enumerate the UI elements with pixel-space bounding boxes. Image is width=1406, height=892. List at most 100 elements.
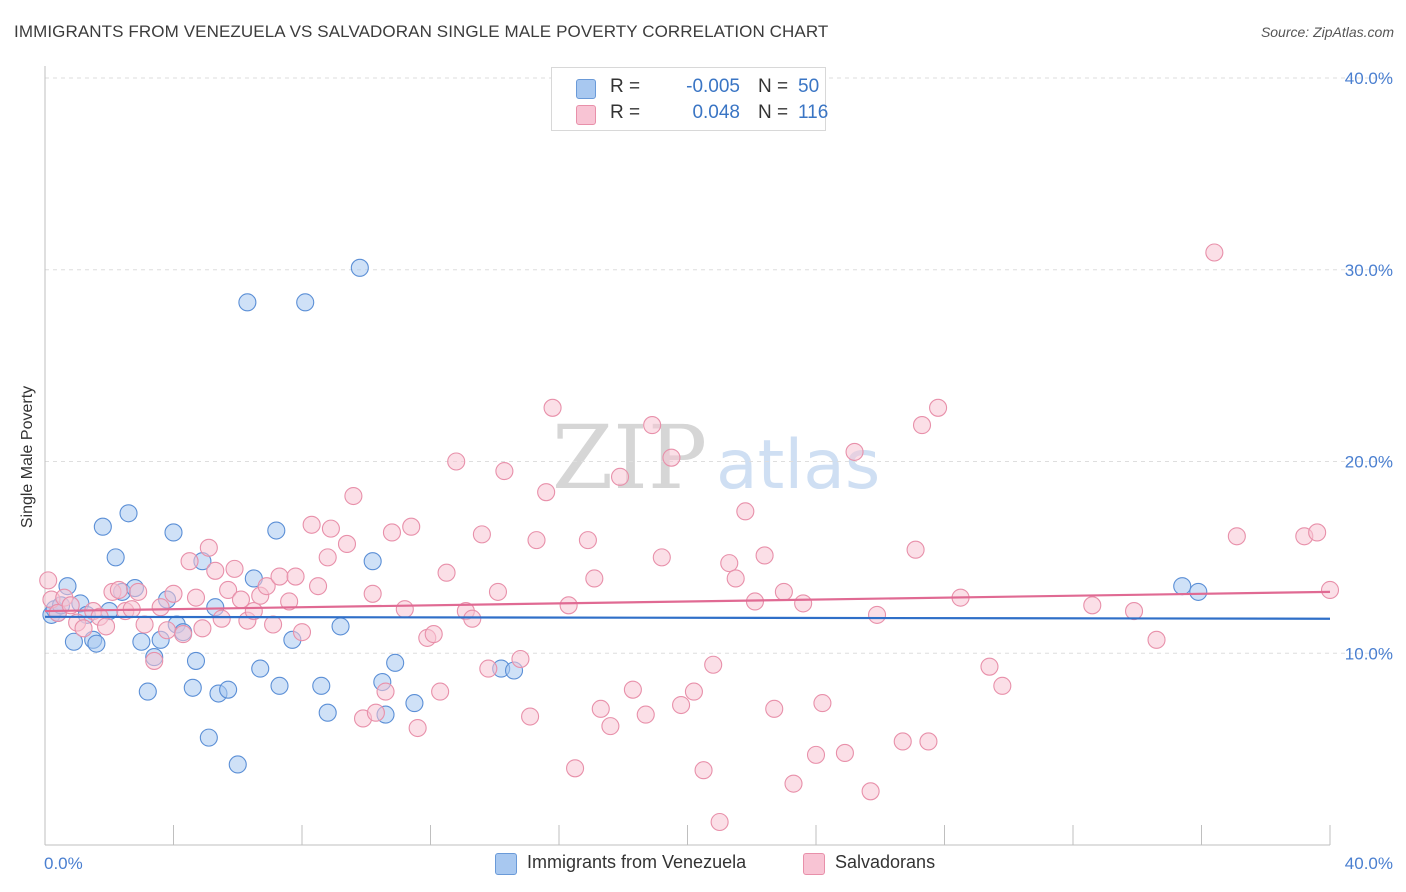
salvadoran-point bbox=[286, 567, 305, 586]
salvadoran-point bbox=[704, 655, 723, 674]
salvadoran-point bbox=[270, 567, 289, 586]
salvadoran-point bbox=[720, 554, 739, 573]
venezuela-point bbox=[106, 548, 125, 567]
salvadoran-point bbox=[527, 531, 546, 550]
salvadoran-point bbox=[321, 519, 340, 538]
venezuela-point bbox=[119, 504, 138, 523]
salvadoran-point bbox=[109, 580, 128, 600]
x-tick-label: 40.0% bbox=[1345, 854, 1393, 873]
series-venezuela-points bbox=[42, 258, 1208, 774]
venezuela-point bbox=[312, 676, 331, 695]
venezuela-point bbox=[267, 521, 286, 540]
venezuela-point bbox=[219, 680, 238, 699]
venezuela-point bbox=[331, 617, 350, 636]
series-legend: Immigrants from Venezuela Salvadorans bbox=[0, 852, 1406, 876]
source-note: Source: ZipAtlas.com bbox=[1260, 24, 1394, 40]
salvadoran-point bbox=[402, 517, 421, 536]
y-tick-label: 40.0% bbox=[1345, 69, 1393, 88]
venezuela-point bbox=[1173, 577, 1192, 596]
salvadoran-point bbox=[135, 615, 154, 634]
venezuela-point bbox=[132, 632, 151, 651]
axes bbox=[44, 66, 1331, 846]
salvadoran-point bbox=[684, 682, 703, 701]
salvadoran-point bbox=[652, 548, 671, 567]
salvadoran-point bbox=[537, 483, 556, 502]
correlation-legend: R = -0.005 N = 50 R = 0.048 N = 116 bbox=[551, 67, 829, 131]
venezuela-point bbox=[138, 682, 157, 701]
venezuela-point bbox=[183, 678, 202, 697]
salvadoran-point bbox=[906, 540, 925, 559]
salvadoran-point bbox=[302, 515, 321, 534]
salvadoran-point bbox=[408, 718, 427, 738]
salvadoran-point bbox=[264, 615, 283, 634]
salvadoran-point bbox=[164, 584, 183, 603]
salvadoran-point bbox=[566, 759, 585, 778]
salvadoran-point bbox=[861, 782, 880, 801]
salvadoran-point bbox=[601, 717, 620, 736]
legend-n-label: N = bbox=[758, 76, 789, 97]
salvadoran-point bbox=[96, 617, 116, 636]
y-tick-label: 10.0% bbox=[1345, 644, 1393, 663]
legend-swatch-venezuela bbox=[495, 853, 517, 875]
salvadoran-point bbox=[919, 732, 938, 751]
salvadoran-point bbox=[1147, 630, 1166, 649]
salvadoran-point bbox=[755, 546, 774, 565]
salvadoran-point bbox=[521, 707, 540, 726]
salvadoran-point bbox=[463, 609, 482, 628]
salvadoran-point bbox=[806, 745, 826, 764]
venezuela-point bbox=[296, 293, 315, 312]
salvadoran-point bbox=[186, 588, 206, 607]
salvadoran-point bbox=[479, 659, 498, 678]
grid-lines bbox=[45, 77, 1392, 654]
salvadoran-trend-line bbox=[44, 590, 1331, 613]
salvadoran-point bbox=[794, 594, 813, 613]
venezuela-point bbox=[93, 517, 112, 536]
salvadoran-point bbox=[292, 623, 312, 642]
salvadoran-point bbox=[39, 571, 58, 590]
salvadoran-point bbox=[447, 452, 466, 471]
salvadoran-point bbox=[543, 398, 562, 417]
salvadoran-point bbox=[610, 467, 630, 486]
y-tick-label: 30.0% bbox=[1345, 261, 1393, 280]
legend-label-salvadoran: Salvadorans bbox=[835, 852, 936, 872]
salvadoran-point bbox=[1205, 243, 1224, 262]
salvadoran-point bbox=[511, 649, 530, 669]
salvadoran-point bbox=[636, 705, 655, 724]
venezuela-point bbox=[87, 634, 106, 653]
salvadoran-point bbox=[623, 680, 642, 699]
salvadoran-point bbox=[813, 694, 832, 713]
salvadoran-point bbox=[710, 812, 729, 832]
salvadoran-point bbox=[219, 580, 238, 600]
legend-n-value: 116 bbox=[798, 102, 829, 123]
salvadoran-point bbox=[431, 682, 450, 701]
salvadoran-point bbox=[382, 523, 402, 542]
salvadoran-point bbox=[980, 657, 999, 676]
salvadoran-point bbox=[672, 695, 691, 715]
venezuela-point bbox=[164, 523, 183, 542]
salvadoran-point bbox=[488, 582, 508, 601]
salvadoran-point bbox=[309, 577, 328, 596]
trend-lines bbox=[44, 590, 1331, 620]
salvadoran-point bbox=[1083, 596, 1102, 615]
salvadoran-point bbox=[344, 486, 363, 506]
legend-r-value: -0.005 bbox=[686, 76, 740, 97]
salvadoran-point bbox=[559, 596, 578, 615]
legend-swatch-salvadoran bbox=[803, 853, 825, 875]
salvadoran-point bbox=[1320, 580, 1340, 600]
salvadoran-point bbox=[495, 462, 514, 481]
legend-label-venezuela: Immigrants from Venezuela bbox=[527, 852, 747, 872]
salvadoran-point bbox=[662, 448, 681, 467]
salvadoran-point bbox=[437, 563, 456, 582]
salvadoran-point bbox=[765, 699, 784, 718]
venezuela-point bbox=[363, 552, 382, 571]
salvadoran-point bbox=[318, 548, 337, 567]
venezuela-point bbox=[318, 703, 337, 722]
watermark-atlas: atlas bbox=[716, 426, 880, 505]
salvadoran-point bbox=[1308, 523, 1327, 542]
venezuela-point bbox=[64, 632, 83, 651]
salvadoran-point bbox=[784, 774, 803, 793]
salvadoran-point bbox=[395, 600, 414, 619]
salvadoran-point bbox=[199, 538, 218, 557]
salvadoran-point bbox=[193, 619, 212, 638]
